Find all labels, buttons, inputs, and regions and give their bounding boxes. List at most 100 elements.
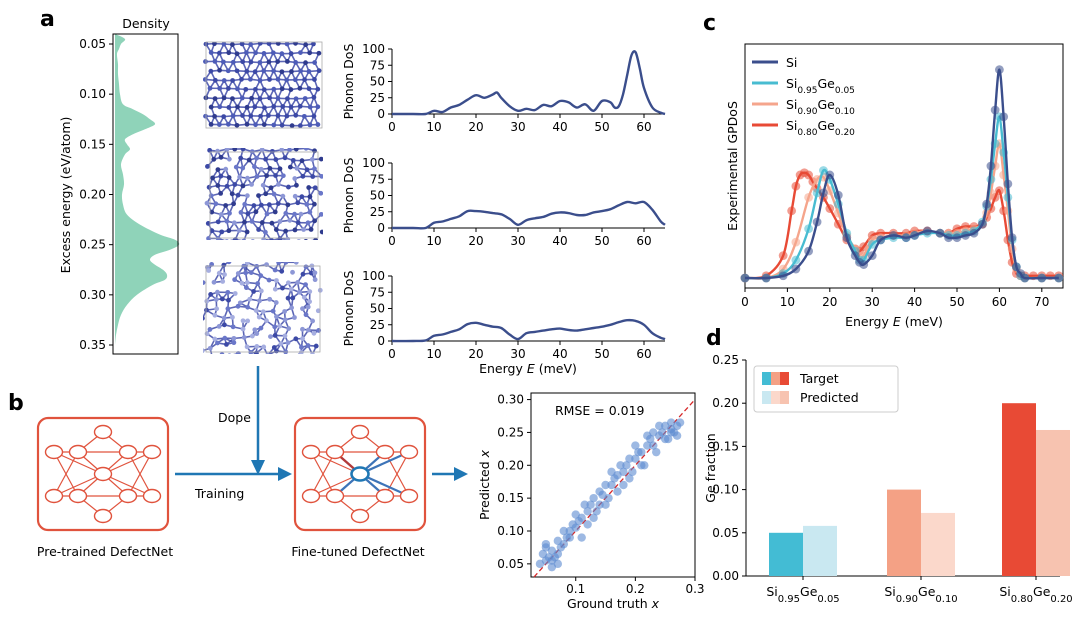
- gpdos-xtick-label: 20: [822, 295, 837, 309]
- atom: [249, 333, 255, 339]
- atom: [235, 104, 240, 110]
- atom: [305, 304, 311, 310]
- gpdos-xlabel: Energy E (meV): [845, 314, 943, 329]
- atom: [257, 78, 263, 83]
- network-node: [68, 488, 88, 504]
- network-frame: [36, 416, 170, 532]
- atom: [285, 202, 291, 208]
- gpdos-ylabel: Experimental GPDoS: [725, 101, 740, 231]
- phonon-xtick-label: 60: [636, 347, 651, 361]
- atom: [240, 326, 246, 332]
- category-subscript: 0.10: [935, 594, 957, 605]
- legend-entry-sub: 0.10: [835, 107, 855, 117]
- density-curve: [115, 34, 180, 345]
- phonon-xtick-label: 50: [594, 347, 609, 361]
- bar-target: [887, 489, 921, 576]
- bond: [222, 353, 224, 354]
- atom: [230, 324, 236, 330]
- atom: [288, 51, 294, 56]
- gpdos-frame: [744, 43, 1064, 289]
- atom: [213, 297, 219, 302]
- atom: [253, 86, 258, 92]
- phonon-ytick-label: 0: [377, 107, 385, 121]
- atom: [265, 352, 270, 354]
- atom: [284, 59, 290, 64]
- atom: [262, 105, 267, 111]
- atom: [271, 104, 277, 109]
- atom: [279, 86, 285, 92]
- atom: [261, 344, 267, 350]
- atom: [271, 68, 277, 74]
- atom: [303, 312, 309, 318]
- atom: [275, 95, 281, 101]
- atom: [312, 270, 318, 276]
- atom: [293, 336, 299, 342]
- atom: [212, 336, 218, 342]
- atom: [258, 325, 264, 331]
- atom: [221, 95, 227, 101]
- atom: [241, 335, 247, 340]
- atom: [279, 122, 285, 128]
- atom: [213, 201, 219, 207]
- scatter-ylabel: Predicted x: [477, 449, 492, 520]
- scatter-point: [589, 513, 598, 523]
- atom: [249, 95, 255, 101]
- atom: [277, 236, 283, 240]
- legend-swatch-target: [762, 372, 771, 385]
- atom: [268, 334, 273, 340]
- atom: [303, 60, 308, 66]
- atom: [225, 68, 231, 74]
- atom: [235, 271, 241, 276]
- rmse-annotation: RMSE = 0.019: [555, 403, 645, 418]
- atom: [284, 42, 290, 47]
- atom: [310, 174, 316, 179]
- pretrained-caption: Pre-trained DefectNet: [37, 544, 173, 559]
- atom: [253, 50, 258, 56]
- atom: [203, 348, 205, 353]
- atom: [303, 238, 308, 240]
- atom: [264, 173, 270, 179]
- scatter-point: [643, 441, 652, 450]
- atom: [261, 68, 267, 74]
- atom: [309, 157, 315, 162]
- density-ytick-label: 0.05: [79, 37, 106, 51]
- atom: [266, 42, 272, 47]
- atom: [211, 279, 217, 285]
- phonon-ytick-label: 50: [370, 302, 385, 316]
- atom: [218, 173, 224, 179]
- network-node: [325, 444, 345, 460]
- atom: [306, 69, 312, 74]
- legend-entry-base: Si: [786, 55, 797, 70]
- atom: [257, 96, 263, 102]
- atom: [215, 167, 221, 172]
- atom: [285, 340, 291, 346]
- atom: [267, 165, 273, 171]
- atom: [267, 95, 272, 101]
- atom: [234, 122, 240, 128]
- bar-target: [769, 532, 803, 576]
- bar-predicted: [1036, 429, 1070, 576]
- atom: [203, 59, 208, 64]
- atom: [254, 174, 260, 179]
- atom: [271, 122, 277, 128]
- atom: [251, 203, 257, 208]
- legend-entry-base: Si: [786, 97, 797, 112]
- density-title: Density: [122, 16, 170, 31]
- atom: [249, 219, 255, 224]
- atom: [203, 77, 208, 82]
- atom: [235, 192, 241, 198]
- phonon-ytick-label: 100: [362, 42, 385, 56]
- atom: [238, 155, 244, 161]
- scatter-ytick-label: 0.20: [497, 458, 524, 472]
- atom: [305, 343, 311, 348]
- scatter-point: [631, 454, 640, 463]
- atom: [244, 68, 250, 74]
- phonon-ylabel: Phonon DoS: [341, 158, 356, 234]
- phonon-ytick-label: 75: [370, 172, 385, 186]
- network-node: [118, 488, 138, 504]
- network-node: [44, 488, 64, 504]
- scatter-xtick-label: 0.2: [626, 582, 645, 596]
- scatter-point: [604, 493, 613, 503]
- atom: [215, 183, 221, 188]
